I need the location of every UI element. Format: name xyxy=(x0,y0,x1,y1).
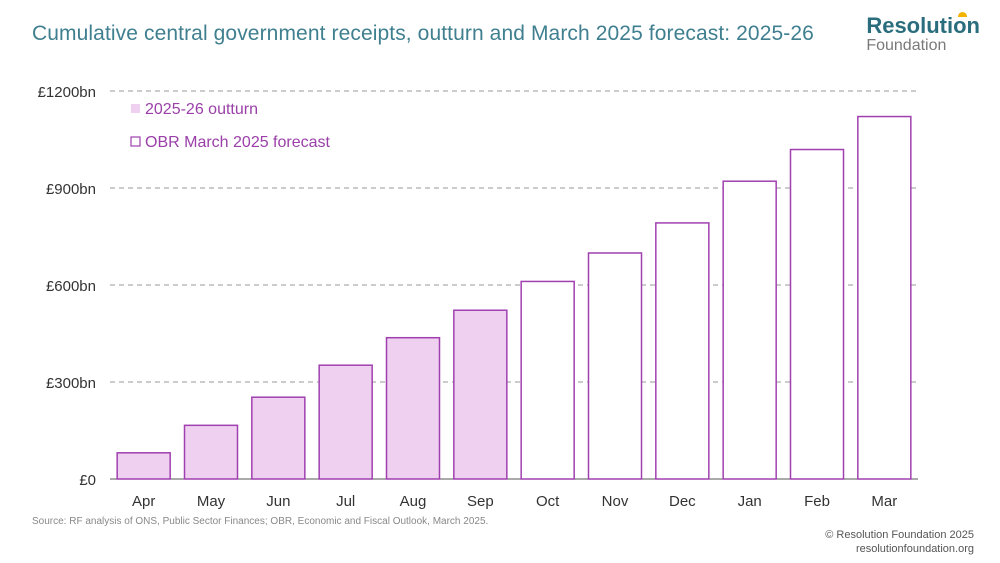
x-tick-label: Jun xyxy=(266,493,290,510)
x-tick-label: Feb xyxy=(804,493,830,510)
legend-label: OBR March 2025 forecast xyxy=(145,134,331,151)
x-tick-label: Apr xyxy=(132,493,155,510)
copyright-text: © Resolution Foundation 2025 xyxy=(825,529,974,541)
logo-main-text: Resolution xyxy=(866,13,980,38)
bar-jan xyxy=(722,180,777,480)
bar-jul xyxy=(318,364,373,480)
source-note: Source: RF analysis of ONS, Public Secto… xyxy=(32,516,489,527)
x-tick-label: Mar xyxy=(871,493,897,510)
x-tick-label: Oct xyxy=(536,493,560,510)
bar-jun xyxy=(251,396,306,480)
bar-may xyxy=(183,424,239,480)
legend-label: 2025-26 outturn xyxy=(145,101,258,118)
y-tick-label: £300bn xyxy=(46,375,96,392)
x-tick-label: May xyxy=(197,493,226,510)
bar-apr xyxy=(116,452,171,480)
logo-sub-text: Foundation xyxy=(866,37,947,54)
copyright-block: © Resolution Foundation 2025 resolutionf… xyxy=(825,528,974,556)
bar-aug xyxy=(385,336,441,480)
y-tick-label: £600bn xyxy=(46,278,96,295)
x-tick-label: Aug xyxy=(400,493,427,510)
bar-oct xyxy=(520,280,575,480)
y-tick-label: £1200bn xyxy=(38,84,96,101)
y-tick-label: £0 xyxy=(79,472,96,489)
bar-dec xyxy=(655,222,710,480)
legend-swatch xyxy=(131,104,140,113)
x-tick-label: Jul xyxy=(336,493,355,510)
bar-mar xyxy=(857,115,912,480)
bar-nov xyxy=(587,252,643,480)
bar-sep xyxy=(453,309,508,480)
bar-feb xyxy=(789,148,845,480)
y-tick-label: £900bn xyxy=(46,181,96,198)
x-tick-label: Jan xyxy=(738,493,762,510)
logo-accent-icon xyxy=(958,12,968,17)
x-tick-label: Sep xyxy=(467,493,494,510)
x-tick-label: Nov xyxy=(602,493,629,510)
website-text: resolutionfoundation.org xyxy=(855,543,974,555)
chart-title: Cumulative central government receipts, … xyxy=(32,22,814,45)
x-tick-label: Dec xyxy=(669,493,696,510)
legend-swatch xyxy=(130,136,141,147)
resolution-foundation-logo: Resolution Foundation xyxy=(866,12,980,54)
